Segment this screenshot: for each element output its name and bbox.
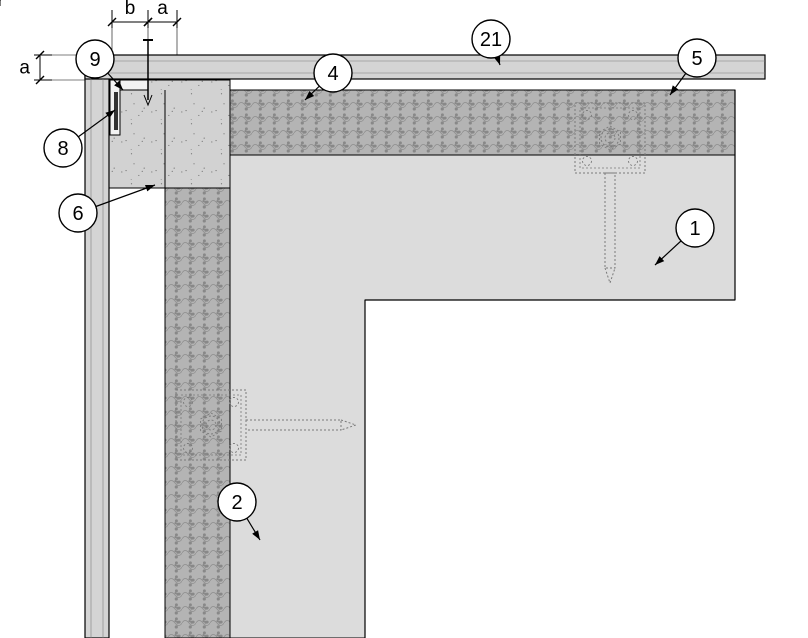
- callout-label: 2: [231, 492, 242, 514]
- facade-panel-left: [85, 55, 109, 638]
- callout-label: 9: [89, 49, 100, 71]
- corner-concrete-block: [105, 80, 230, 188]
- svg-text:a: a: [157, 0, 168, 19]
- facade-panel-top: [85, 55, 765, 79]
- callout-label: 1: [689, 218, 700, 240]
- callout-label: 8: [57, 138, 68, 160]
- callout-label: 21: [480, 29, 502, 51]
- callout-label: 6: [72, 203, 83, 225]
- construction-detail-diagram: b a a 21 5 4 9 8 6 1 2: [0, 0, 808, 638]
- callout-label: 4: [327, 63, 338, 85]
- callout-label: 5: [691, 48, 702, 70]
- wall-body: [230, 90, 735, 638]
- svg-text:a: a: [19, 58, 30, 79]
- svg-text:b: b: [125, 0, 136, 19]
